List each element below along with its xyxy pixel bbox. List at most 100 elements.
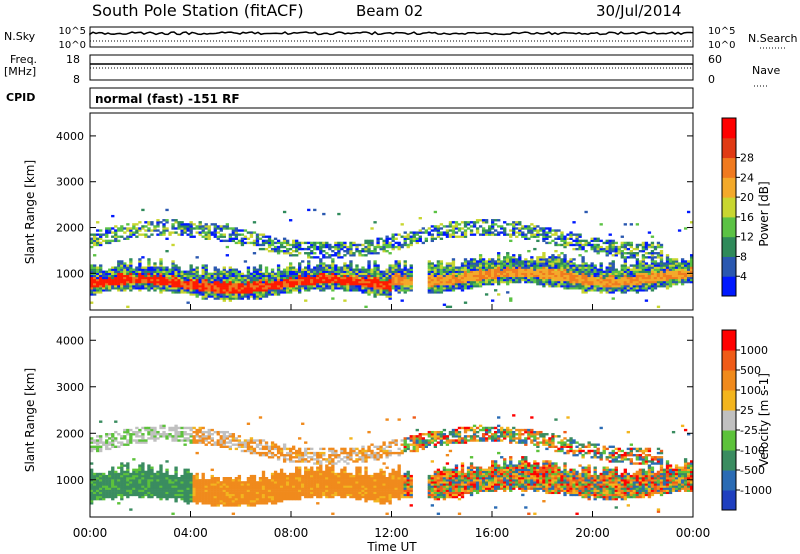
- range-gate-cell: [279, 447, 284, 451]
- range-gate-cell: [361, 247, 365, 251]
- range-gate-cell: [168, 479, 172, 482]
- range-gate-cell: [147, 470, 151, 474]
- range-gate-cell: [355, 268, 359, 271]
- range-gate-cell: [186, 468, 190, 472]
- range-gate-cell: [671, 274, 676, 278]
- range-gate-cell: [129, 272, 133, 276]
- range-gate-cell: [144, 225, 148, 228]
- range-gate-cell: [216, 443, 220, 446]
- range-gate-cell: [415, 233, 419, 236]
- freq-unit: [MHz]: [4, 65, 36, 78]
- range-gate-cell: [463, 223, 468, 226]
- range-gate-cell: [575, 287, 579, 290]
- range-gate-cell: [376, 280, 380, 284]
- range-gate-cell: [282, 270, 287, 273]
- range-gate-cell: [680, 260, 685, 263]
- range-gate-cell: [412, 231, 416, 234]
- range-gate-cell: [225, 293, 229, 296]
- range-gate-cell: [189, 231, 193, 234]
- nsearch-tick-top: 10^5: [708, 26, 735, 37]
- range-gate-cell: [243, 287, 248, 290]
- range-gate-cell: [322, 287, 326, 290]
- range-gate-cell: [623, 264, 627, 267]
- range-gate-cell: [105, 278, 109, 282]
- range-gate-cell: [545, 270, 549, 273]
- range-gate-cell: [415, 241, 419, 245]
- range-gate-cell: [231, 504, 236, 507]
- range-gate-cell: [120, 470, 124, 474]
- range-gate-cell: [497, 231, 501, 234]
- range-gate-cell: [677, 266, 682, 269]
- range-gate-cell: [533, 274, 537, 278]
- range-gate-cell: [497, 225, 501, 228]
- range-gate-cell: [99, 282, 103, 286]
- range-gate-cell: [156, 493, 160, 497]
- range-gate-cell: [156, 430, 160, 434]
- range-gate-cell: [334, 245, 338, 249]
- range-gate-cell: [578, 268, 582, 271]
- range-gate-cell: [183, 474, 187, 478]
- range-gate-cell: [617, 282, 621, 286]
- range-gate-cell: [457, 278, 462, 282]
- range-gate-cell: [111, 278, 115, 282]
- range-gate-cell: [153, 274, 157, 278]
- range-gate-cell: [581, 260, 585, 263]
- range-gate-cell: [650, 278, 655, 282]
- range-gate-cell: [484, 221, 489, 224]
- range-gate-cell: [279, 282, 284, 286]
- range-gate-cell: [159, 424, 163, 428]
- range-gate-cell: [623, 282, 627, 286]
- range-gate-cell: [153, 487, 157, 490]
- range-gate-cell: [650, 258, 655, 261]
- range-gate-cell: [572, 264, 576, 267]
- range-gate-cell: [102, 474, 106, 478]
- range-gate-cell: [231, 274, 236, 278]
- range-gate-cell: [108, 274, 112, 278]
- range-gate-cell: [653, 264, 658, 267]
- range-gate-cell: [174, 485, 178, 488]
- range-gate-cell: [623, 266, 627, 269]
- range-gate-cell: [292, 254, 296, 257]
- range-gate-cell: [276, 497, 281, 501]
- range-gate-cell: [533, 229, 537, 232]
- range-gate-cell: [331, 276, 335, 280]
- range-gate-cell: [346, 285, 350, 288]
- range-gate-cell: [542, 285, 546, 288]
- range-gate-cell: [135, 270, 139, 273]
- range-gate-cell: [126, 470, 130, 474]
- range-gate-cell: [105, 439, 109, 442]
- colorbar-tick-label: 16: [740, 211, 754, 224]
- range-gate-cell: [545, 262, 549, 265]
- range-gate-cell: [258, 268, 263, 271]
- range-gate-cell: [141, 439, 145, 442]
- range-gate-cell: [105, 479, 109, 482]
- range-gate-cell: [270, 285, 275, 288]
- range-gate-cell: [650, 256, 655, 259]
- range-gate-cell: [307, 245, 311, 249]
- range-gate-cell: [255, 274, 260, 278]
- range-gate-cell: [542, 270, 546, 273]
- range-gate-cell: [129, 231, 133, 234]
- range-gate-cell: [361, 268, 365, 271]
- range-gate-cell: [439, 289, 444, 292]
- range-gate-cell: [515, 280, 519, 284]
- range-gate-cell: [207, 437, 211, 440]
- range-gate-cell: [213, 477, 217, 480]
- range-gate-cell: [563, 268, 567, 271]
- range-gate-cell: [304, 270, 308, 273]
- range-gate-cell: [590, 245, 594, 249]
- range-gate-cell: [117, 264, 121, 267]
- range-gate-cell: [611, 266, 615, 269]
- range-gate-cell: [192, 477, 196, 480]
- range-gate-cell: [388, 270, 392, 273]
- range-gate-cell: [457, 274, 462, 278]
- range-gate-cell: [629, 272, 633, 276]
- range-gate-cell: [120, 481, 124, 484]
- range-gate-cell: [653, 280, 658, 284]
- range-gate-cell: [198, 221, 202, 224]
- range-gate-cell: [258, 497, 263, 501]
- range-gate-cell: [255, 295, 260, 298]
- range-gate-cell: [590, 278, 594, 282]
- range-gate-cell: [521, 231, 525, 234]
- range-gate-cell: [252, 287, 257, 290]
